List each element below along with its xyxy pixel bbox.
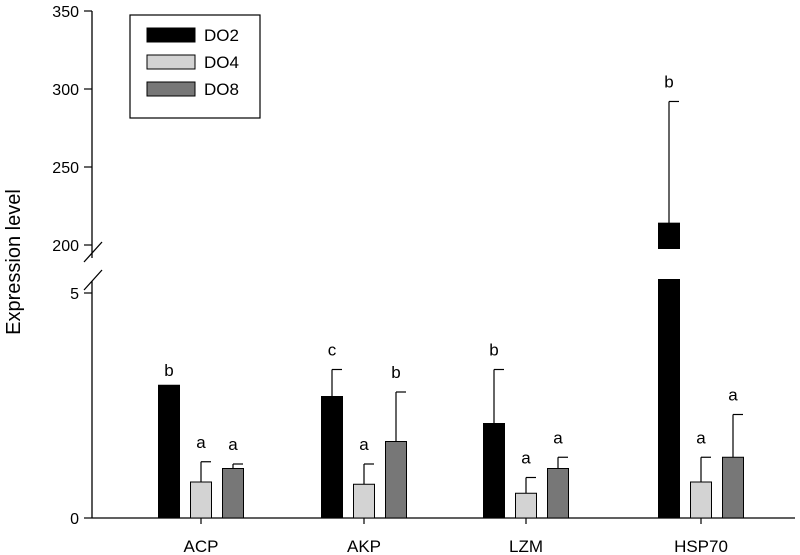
legend-label-DO4: DO4	[204, 53, 239, 72]
bar-DO2-ACP	[158, 384, 180, 519]
significance-label: a	[521, 449, 531, 468]
significance-label: a	[228, 435, 238, 454]
bar-DO8-LZM	[547, 468, 569, 519]
bar-DO2-AKP	[321, 396, 343, 519]
significance-label: a	[196, 433, 206, 452]
axis-break-mark-lower	[83, 269, 103, 291]
significance-label: b	[664, 72, 673, 91]
legend-label-DO2: DO2	[204, 26, 239, 45]
bar-DO4-LZM	[515, 492, 537, 519]
y-axis-label: Expression level	[3, 189, 25, 335]
y-tick-label: 5	[70, 286, 79, 303]
y-tick-label: 350	[52, 4, 79, 21]
significance-label: a	[553, 428, 563, 447]
significance-labels: b a a c a b b a a b a a	[164, 72, 738, 467]
bar-DO8-AKP	[385, 441, 407, 519]
bar-DO4-AKP	[353, 483, 375, 519]
significance-label: a	[696, 428, 706, 447]
significance-label: a	[728, 386, 738, 405]
y-tick-label: 300	[52, 82, 79, 99]
legend: DO2 DO4 DO8	[129, 14, 261, 119]
bar-DO4-ACP	[190, 481, 212, 519]
x-tick-label: ACP	[184, 537, 219, 555]
axis-break-mark-upper	[83, 241, 103, 263]
legend-swatch-DO2	[146, 27, 196, 43]
significance-label: a	[359, 435, 369, 454]
significance-label: b	[391, 363, 400, 382]
y-tick-label: 250	[52, 160, 79, 177]
legend-swatch-DO4	[146, 54, 196, 70]
y-tick-label: 0	[70, 511, 79, 528]
significance-label: c	[328, 341, 337, 360]
bar-DO8-ACP	[222, 468, 244, 519]
significance-label: b	[164, 361, 173, 380]
significance-label: b	[489, 341, 498, 360]
y-tick-label: 200	[52, 238, 79, 255]
bar-break-band	[657, 249, 681, 279]
bar-DO2-LZM	[483, 423, 505, 519]
legend-label-DO8: DO8	[204, 80, 239, 99]
legend-swatch-DO8	[146, 81, 196, 97]
bar-DO8-HSP70	[722, 456, 744, 519]
bars	[158, 222, 744, 519]
x-tick-label: LZM	[509, 537, 543, 555]
x-tick-labels: ACP AKP LZM HSP70	[184, 537, 728, 555]
error-bars	[168, 100, 743, 494]
bar-DO4-HSP70	[690, 481, 712, 519]
x-tick-label: HSP70	[674, 537, 728, 555]
x-tick-label: AKP	[347, 537, 381, 555]
